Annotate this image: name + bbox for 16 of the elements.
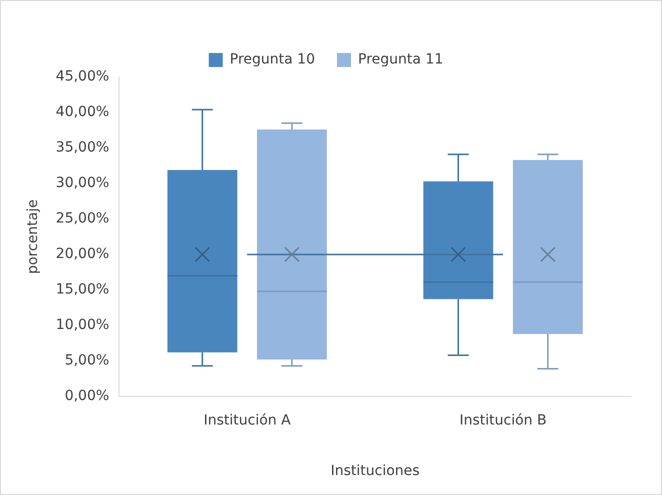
x-tick-label: Institución A (204, 412, 292, 428)
y-axis-title: porcentaje (25, 199, 42, 274)
y-tick-label: 30,00% (56, 175, 110, 192)
y-tick-label: 10,00% (56, 317, 110, 334)
x-axis-title: Instituciones (330, 463, 420, 480)
y-tick-label: 5,00% (64, 352, 110, 369)
y-tick-label: 35,00% (56, 140, 110, 156)
y-tick-label: 40,00% (56, 104, 110, 120)
y-tick-label: 15,00% (56, 282, 110, 298)
y-tick-label: 0,00% (64, 388, 110, 404)
legend-label: Pregunta 10 (230, 52, 316, 68)
y-tick-label: 25,00% (56, 210, 110, 227)
x-tick-label: Institución B (459, 412, 547, 428)
y-tick-label: 45,00% (56, 68, 110, 85)
legend-label: Pregunta 11 (358, 52, 444, 68)
y-tick-label: 20,00% (56, 246, 110, 262)
